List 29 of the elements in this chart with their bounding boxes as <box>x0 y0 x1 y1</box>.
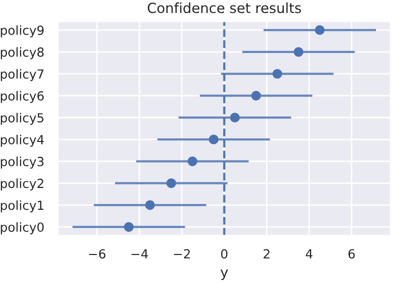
x-tick-label: −4 <box>132 249 148 258</box>
y-tick-label: policy5 <box>0 112 44 125</box>
x-tick-label: 4 <box>306 249 312 258</box>
point <box>294 47 304 57</box>
y-tick-label: policy1 <box>0 200 44 212</box>
x-tick-label: −6 <box>89 249 106 259</box>
x-tick-label: 6 <box>348 249 355 259</box>
point <box>272 68 282 79</box>
point <box>251 90 261 101</box>
point <box>166 178 176 188</box>
y-tick-label: policy0 <box>0 222 44 234</box>
chart-title: Confidence set results <box>148 2 301 14</box>
y-tick-label: policy8 <box>0 47 44 60</box>
point <box>314 25 325 35</box>
y-tick-label: policy9 <box>0 25 44 38</box>
point <box>188 156 198 166</box>
point <box>145 200 155 210</box>
y-tick-label: policy2 <box>0 178 44 191</box>
x-tick-label: 2 <box>264 249 270 258</box>
y-tick-label: policy3 <box>0 156 44 169</box>
point <box>124 222 134 232</box>
y-tick-label: policy6 <box>0 90 44 104</box>
y-tick-label: policy7 <box>0 69 44 82</box>
x-tick-label: −2 <box>174 249 190 258</box>
y-tick-label: policy4 <box>0 134 44 147</box>
point <box>208 134 219 144</box>
x-tick-label: 0 <box>221 249 228 259</box>
point <box>230 112 240 122</box>
x-axis-title: y <box>220 270 228 280</box>
